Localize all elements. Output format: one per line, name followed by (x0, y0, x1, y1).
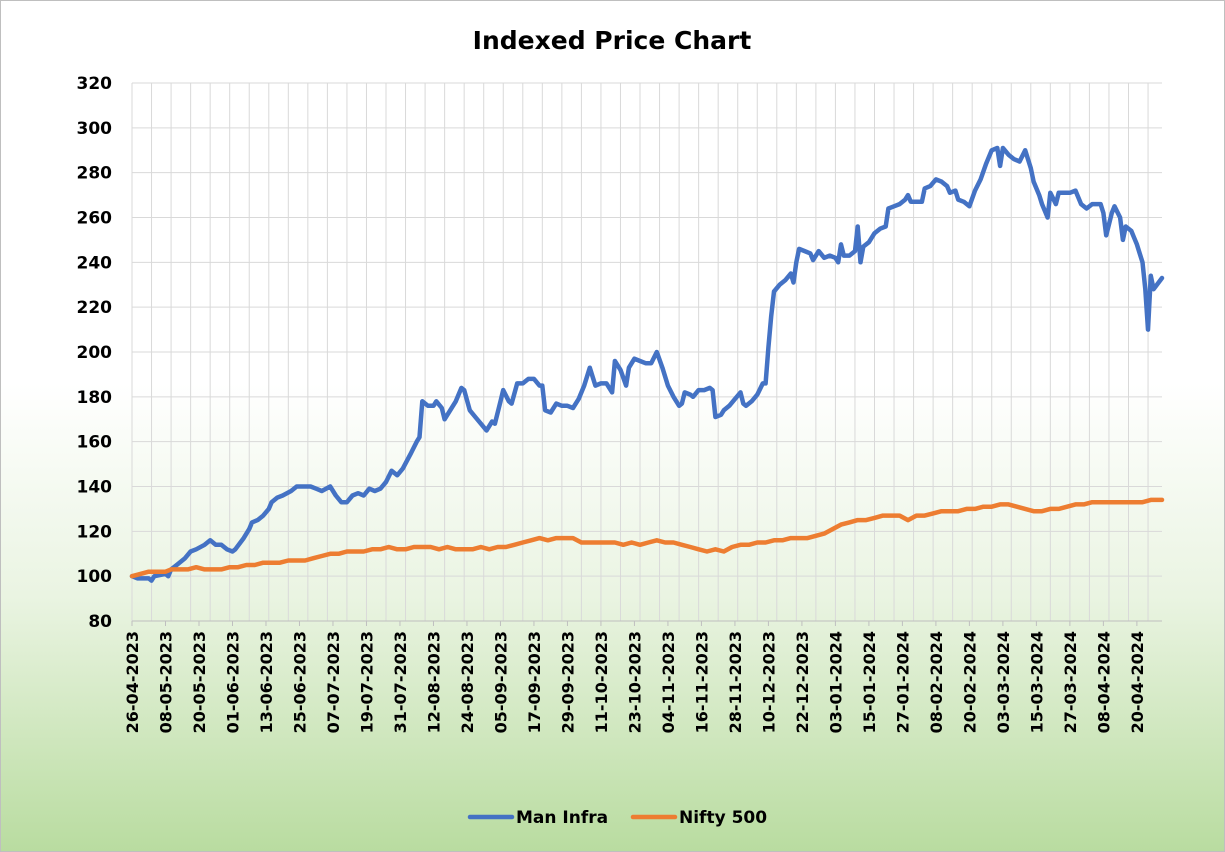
x-tick-label: 07-07-2023 (324, 631, 343, 733)
x-tick-label: 17-09-2023 (525, 631, 544, 733)
y-tick-label: 320 (77, 74, 113, 94)
x-tick-label: 16-11-2023 (692, 631, 711, 733)
x-tick-label: 31-07-2023 (391, 631, 410, 733)
x-tick-label: 25-06-2023 (290, 631, 309, 733)
y-tick-label: 280 (77, 164, 113, 184)
x-tick-label: 26-04-2023 (123, 631, 142, 733)
x-tick-label: 22-12-2023 (793, 631, 812, 733)
y-tick-label: 140 (77, 478, 113, 498)
x-tick-label: 23-10-2023 (625, 631, 644, 733)
y-tick-label: 260 (77, 209, 113, 229)
x-tick-label: 12-08-2023 (424, 631, 443, 733)
legend-label: Nifty 500 (679, 808, 767, 828)
x-tick-label: 29-09-2023 (558, 631, 577, 733)
x-tick-label: 27-01-2024 (893, 631, 912, 733)
x-tick-label: 20-02-2024 (960, 631, 979, 733)
x-axis: 26-04-2023 08-05-2023 20-05-2023 01-06-2023… (123, 620, 1162, 733)
legend: Man Infra Nifty 500 (467, 808, 767, 828)
x-tick-label: 27-03-2024 (1061, 631, 1080, 733)
y-tick-label: 300 (77, 119, 113, 139)
x-tick-label: 28-11-2023 (726, 631, 745, 733)
y-tick-label: 180 (77, 388, 113, 408)
x-tick-label: 04-11-2023 (659, 631, 678, 733)
x-tick-label: 20-04-2024 (1128, 631, 1147, 733)
x-tick-label: 15-01-2024 (860, 631, 879, 733)
y-tick-label: 240 (77, 253, 113, 273)
y-tick-label: 160 (77, 433, 113, 453)
x-tick-label: 08-02-2024 (927, 631, 946, 733)
x-tick-label: 08-04-2024 (1094, 631, 1113, 733)
y-tick-label: 200 (77, 343, 113, 363)
y-axis: 80 100 120 140 160 180 200 220 240 260 280 300 320 (77, 74, 113, 632)
x-tick-label: 01-06-2023 (223, 631, 242, 733)
y-tick-label: 120 (77, 522, 113, 542)
y-tick-label: 220 (77, 298, 113, 318)
x-tick-label: 19-07-2023 (357, 631, 376, 733)
x-tick-label: 15-03-2024 (1027, 631, 1046, 733)
x-tick-label: 11-10-2023 (592, 631, 611, 733)
x-tick-label: 13-06-2023 (257, 631, 276, 733)
y-tick-label: 80 (88, 612, 112, 632)
x-tick-label: 03-03-2024 (994, 631, 1013, 733)
grid-layer (131, 82, 1162, 622)
series-line-man-infra (129, 145, 1165, 583)
chart-title: Indexed Price Chart (473, 26, 752, 55)
y-tick-label: 100 (77, 567, 113, 587)
x-tick-label: 08-05-2023 (156, 631, 175, 733)
x-tick-label: 20-05-2023 (190, 631, 209, 733)
x-tick-label: 03-01-2024 (826, 631, 845, 733)
series-layer (129, 145, 1165, 583)
x-tick-label: 10-12-2023 (759, 631, 778, 733)
series-line-nifty-500 (129, 497, 1165, 579)
x-tick-label: 05-09-2023 (491, 631, 510, 733)
legend-label: Man Infra (516, 808, 608, 828)
x-tick-label: 24-08-2023 (458, 631, 477, 733)
